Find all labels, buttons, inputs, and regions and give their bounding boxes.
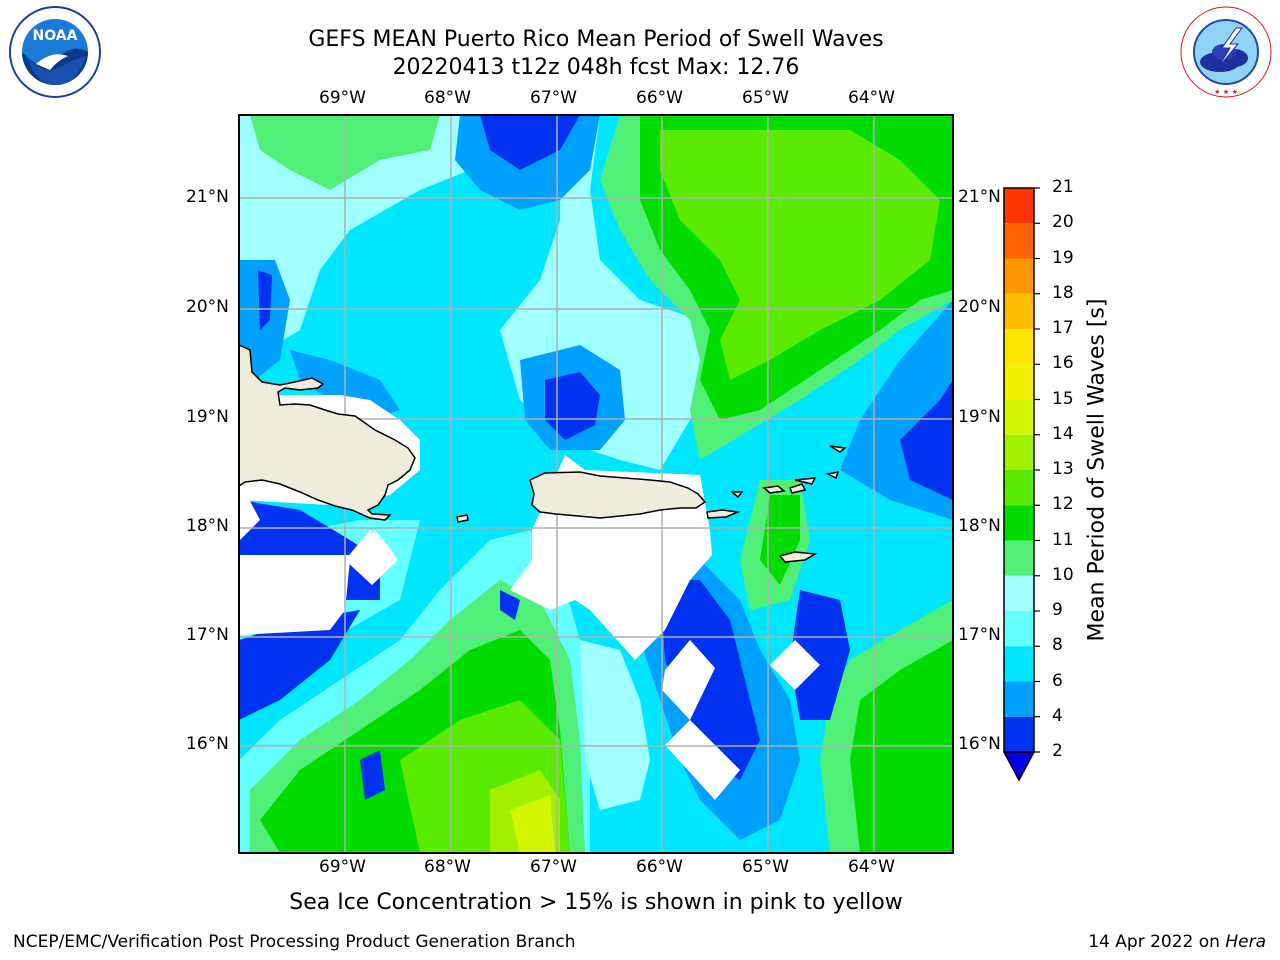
lon-label-top: 65°W	[742, 88, 789, 108]
colorbar-tick-label: 11	[1052, 529, 1074, 550]
lon-label-top: 68°W	[424, 88, 471, 108]
colorbar-bin	[1004, 258, 1034, 294]
colorbar-bin	[1004, 470, 1034, 506]
footer-host: Hera	[1225, 932, 1266, 952]
lon-label-bottom: 65°W	[742, 857, 789, 877]
hispaniola-land	[238, 343, 416, 521]
lat-label-right: 17°N	[958, 625, 1001, 645]
colorbar-tick-label: 9	[1052, 600, 1063, 620]
colorbar-bin	[1004, 399, 1034, 435]
colorbar-bin	[1004, 540, 1034, 576]
colorbar-tick-label: 18	[1052, 282, 1074, 303]
colorbar-bin	[1004, 329, 1034, 365]
nws-logo-icon: ★ ★ ★	[1180, 6, 1272, 98]
colorbar-bin	[1004, 646, 1034, 682]
colorbar-bin	[1004, 434, 1034, 470]
colorbar-bin	[1004, 611, 1034, 647]
lon-label-bottom: 66°W	[636, 857, 683, 877]
colorbar-tick-label: 14	[1052, 423, 1074, 444]
colorbar-bin	[1004, 188, 1034, 224]
colorbar-bin	[1004, 505, 1034, 541]
colorbar-tick-label: 10	[1052, 564, 1074, 585]
colorbar-under-triangle	[1002, 751, 1036, 782]
lat-label-right: 16°N	[958, 734, 1001, 754]
colorbar-tick-label: 16	[1052, 353, 1074, 374]
lon-label-bottom: 69°W	[319, 857, 366, 877]
lat-label-left: 17°N	[186, 625, 229, 645]
lon-label-top: 66°W	[636, 88, 683, 108]
colorbar-bin	[1004, 681, 1034, 717]
colorbar-bin	[1004, 716, 1034, 752]
colorbar-tick-label: 12	[1052, 494, 1074, 515]
lon-label-bottom: 64°W	[848, 857, 895, 877]
colorbar-title: Mean Period of Swell Waves [s]	[1084, 298, 1110, 642]
noaa-logo-icon: NOAA	[9, 6, 101, 98]
lon-label-top: 67°W	[530, 88, 577, 108]
colorbar-tick-label: 19	[1052, 247, 1074, 268]
lat-label-right: 19°N	[958, 407, 1001, 427]
colorbar-tick-label: 20	[1052, 212, 1074, 233]
land-masses	[238, 343, 847, 563]
footer-left: NCEP/EMC/Verification Post Processing Pr…	[13, 932, 576, 952]
lat-label-right: 20°N	[958, 297, 1001, 317]
lat-label-right: 21°N	[958, 187, 1001, 207]
colorbar-swatches	[1002, 187, 1040, 782]
noaa-logo-text: NOAA	[33, 28, 78, 44]
lat-label-left: 18°N	[186, 516, 229, 536]
colorbar-tick-label: 13	[1052, 459, 1074, 479]
footer-date: 14 Apr 2022 on	[1088, 932, 1226, 952]
lon-label-top: 69°W	[319, 88, 366, 108]
lon-label-bottom: 67°W	[530, 857, 577, 877]
lat-label-left: 16°N	[186, 734, 229, 754]
colorbar-bin	[1004, 575, 1034, 611]
colorbar-tick-label: 6	[1052, 670, 1063, 691]
lat-label-left: 21°N	[186, 187, 229, 207]
colorbar-bin	[1004, 364, 1034, 400]
svg-text:★ ★ ★: ★ ★ ★	[1214, 88, 1238, 96]
puerto-rico-land	[529, 471, 707, 519]
footer-right: 14 Apr 2022 on Hera	[1088, 932, 1266, 952]
lon-label-bottom: 68°W	[424, 857, 471, 877]
colorbar-bin	[1004, 293, 1034, 329]
sea-ice-caption: Sea Ice Concentration > 15% is shown in …	[289, 890, 903, 915]
map-gridlines	[239, 115, 953, 853]
lat-label-right: 18°N	[958, 516, 1001, 536]
colorbar-tick-label: 15	[1052, 388, 1074, 409]
colorbar-bin	[1004, 223, 1034, 259]
lon-label-top: 64°W	[848, 88, 895, 108]
colorbar-tick-label: 21	[1052, 177, 1074, 197]
colorbar-tick-label: 4	[1052, 705, 1063, 726]
colorbar-tick-label: 17	[1052, 318, 1074, 338]
colorbar-tick-label: 8	[1052, 635, 1063, 656]
map-title: GEFS MEAN Puerto Rico Mean Period of Swe…	[308, 27, 884, 52]
map-frame	[238, 114, 954, 854]
lat-label-left: 19°N	[186, 407, 229, 427]
lat-label-left: 20°N	[186, 297, 229, 317]
colorbar-tick-label: 2	[1052, 741, 1063, 761]
map-subtitle: 20220413 t12z 048h fcst Max: 12.76	[392, 55, 800, 80]
